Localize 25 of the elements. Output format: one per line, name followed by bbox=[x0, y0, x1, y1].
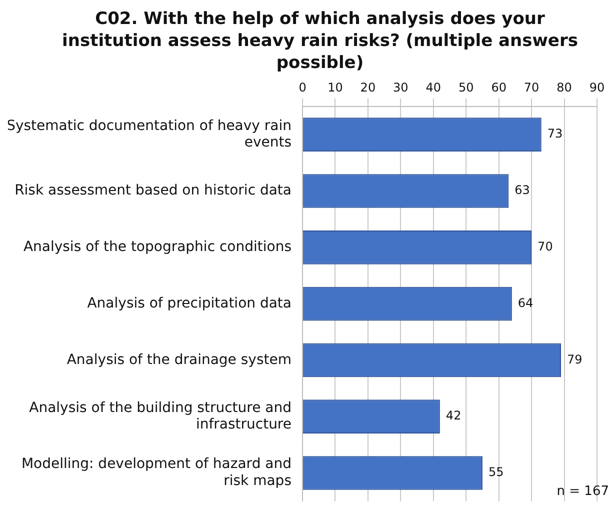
x-tick-label: 70 bbox=[524, 80, 540, 94]
y-tick-label: Modelling: development of hazard and risk maps bbox=[21, 456, 292, 490]
x-tick-label: 90 bbox=[589, 80, 605, 94]
x-tick-label: 80 bbox=[556, 80, 572, 94]
data-label: 42 bbox=[446, 408, 462, 423]
annotation: n = 167 bbox=[556, 484, 609, 499]
data-label: 55 bbox=[488, 465, 504, 480]
data-label: 79 bbox=[567, 352, 582, 366]
chart-title: C02. With the help of which analysis does your institution assess heavy rain risks? (multiple answers possible) bbox=[61, 8, 579, 74]
x-tick-label: 40 bbox=[426, 80, 442, 94]
x-tick-label: 20 bbox=[360, 80, 376, 94]
data-label: 64 bbox=[518, 296, 534, 310]
x-tick-label: 10 bbox=[328, 80, 343, 94]
y-tick-label: Analysis of the topographic conditions bbox=[23, 239, 292, 256]
y-tick-label: Analysis of the drainage system bbox=[66, 352, 292, 368]
x-tick-label: 50 bbox=[458, 80, 474, 94]
y-tick-label: Risk assessment based on historic data bbox=[14, 182, 292, 199]
data-label: 63 bbox=[514, 183, 530, 198]
data-label: 73 bbox=[547, 126, 563, 141]
x-tick-label: 0 bbox=[298, 80, 306, 94]
y-tick-label: Analysis of precipitation data bbox=[87, 295, 292, 312]
x-tick-label: 60 bbox=[491, 80, 506, 94]
y-tick-label: Analysis of the building structure and infrastructure bbox=[29, 400, 292, 433]
x-tick-label: 30 bbox=[393, 80, 408, 94]
data-label: 70 bbox=[538, 240, 553, 254]
